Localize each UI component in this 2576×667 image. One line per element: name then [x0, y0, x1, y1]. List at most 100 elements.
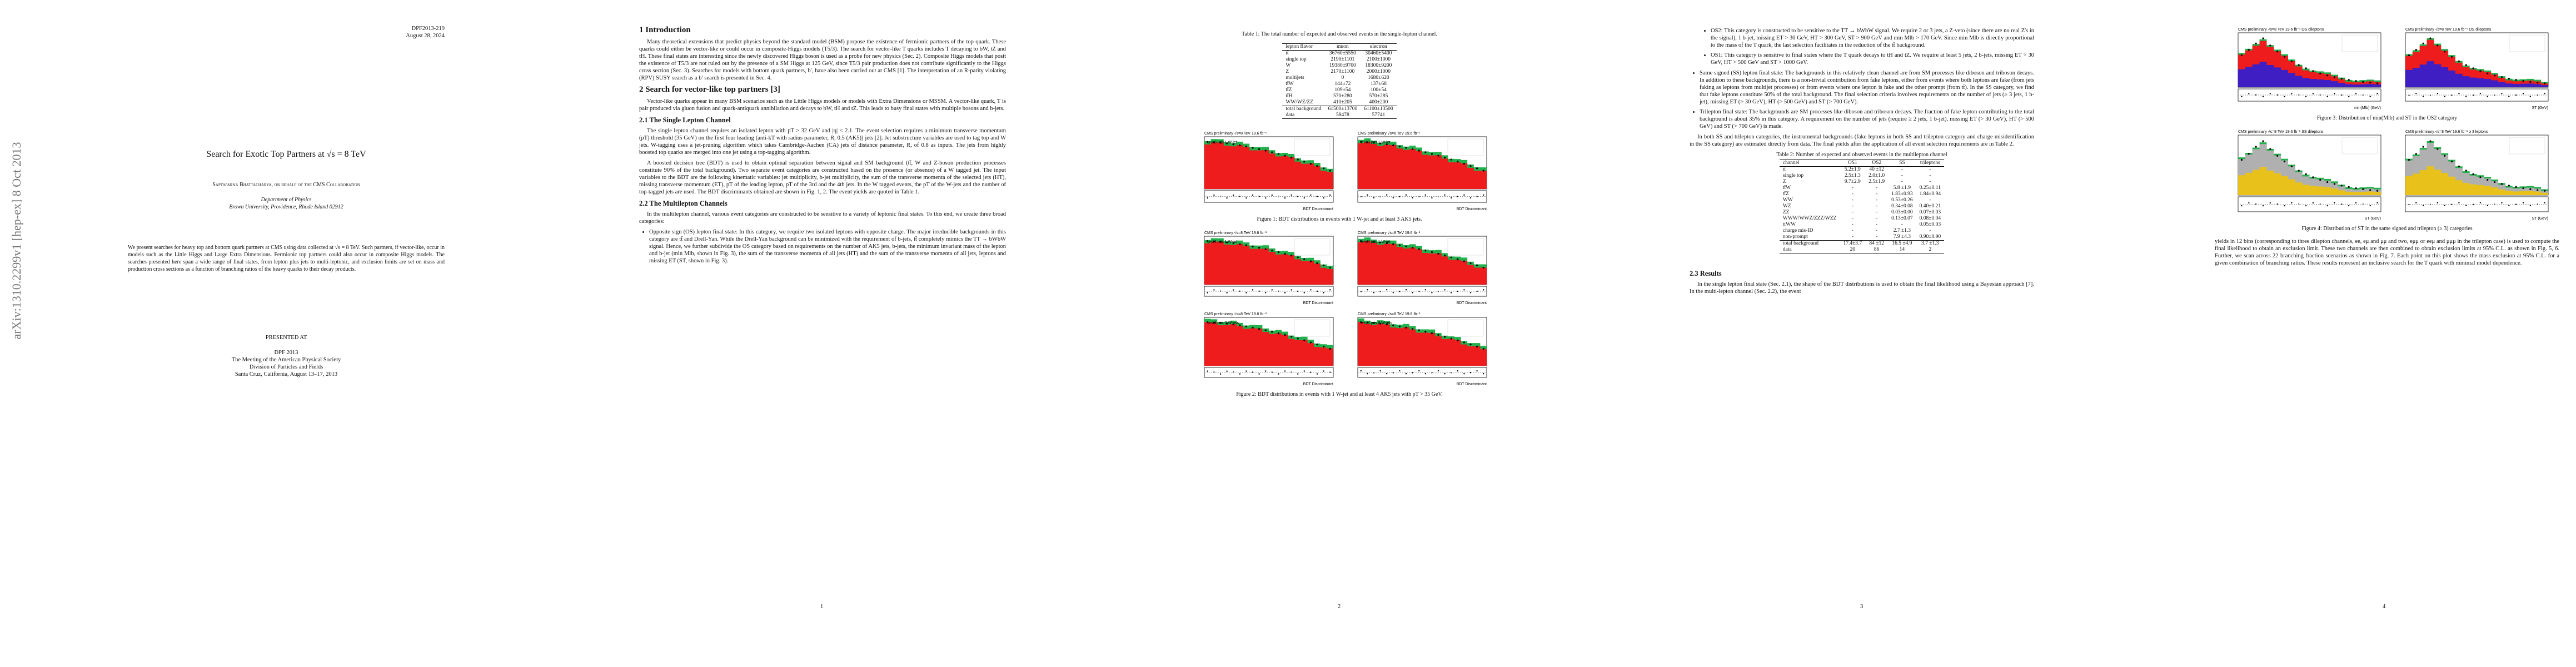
data-point — [1392, 324, 1394, 326]
data-point — [1271, 331, 1273, 333]
ratio-point — [2341, 203, 2343, 205]
data-point — [1309, 163, 1312, 165]
data-point — [2312, 70, 2314, 72]
data-point — [2515, 79, 2517, 81]
plot-header: CMS preliminary √s=8 TeV 19.6 fb⁻¹ OS di… — [2405, 27, 2492, 32]
bullet-list: Opposite sign (OS) lepton final state: I… — [639, 228, 1006, 265]
ratio-point — [2376, 202, 2378, 204]
ratio-point — [1483, 289, 1484, 291]
cell: - — [1876, 234, 1878, 240]
data-point — [1232, 143, 1234, 146]
data-point — [1258, 148, 1260, 150]
cell: 14 — [1888, 247, 1916, 253]
plot-panel: CMS preliminary √s=8 TeV 19.6 fb⁻¹ OS di… — [2405, 27, 2549, 110]
data-point — [2465, 64, 2467, 66]
cell: 40 ±12 — [1869, 167, 1884, 172]
total-row: total background 61500±13700 61100±13500 — [1282, 106, 1397, 112]
total-row: total background 17.4±3.7 84 ±12 16.5 ±4.9 3… — [1779, 240, 1945, 247]
x-axis-label: BDT Discriminant — [1303, 382, 1333, 386]
conference-line: DPF 2013 — [274, 350, 298, 356]
page-3: OS2: This category is constructed to be … — [1690, 25, 2034, 298]
data-point — [1316, 344, 1318, 346]
data-point — [1226, 322, 1228, 325]
ratio-point — [2422, 96, 2424, 97]
ratio-point — [1303, 292, 1305, 293]
data-point — [1360, 141, 1362, 143]
ratio-point — [2326, 96, 2328, 97]
data-point — [1303, 339, 1306, 342]
cell: 20 — [1840, 247, 1866, 253]
cell: single top — [1782, 173, 1804, 178]
arxiv-sidebar: arXiv:1310.2299v1 [hep-ex] 8 Oct 2013 — [9, 142, 23, 340]
cell: 61500±13700 — [1324, 106, 1361, 112]
data-point — [1444, 156, 1446, 159]
data-point — [1252, 245, 1254, 247]
data-point — [2465, 170, 2467, 172]
ratio-point — [1265, 370, 1267, 372]
ratio-point — [2437, 202, 2439, 203]
x-axis-label: ST (GeV) — [2532, 106, 2548, 110]
data-point — [2529, 81, 2532, 83]
data-point — [1277, 251, 1279, 253]
cell: 16.5 ±4.9 — [1888, 240, 1916, 247]
data-point — [1271, 250, 1273, 252]
report-number: DPF2013-219 — [411, 26, 445, 32]
cell: 0.07±0.03 — [1919, 210, 1941, 215]
ratio-point — [1291, 194, 1292, 196]
table-row: single top 2.5±1.3 2.0±1.0 - - — [1780, 173, 1944, 179]
cell: 5.2±1.9 — [1844, 167, 1861, 172]
cell: - — [1851, 185, 1853, 191]
data-point — [2283, 56, 2286, 58]
data-point — [1258, 328, 1260, 330]
ratio-point — [1399, 370, 1401, 372]
table-row: multijets 0 1680±620 — [1282, 75, 1396, 81]
ratio-point — [2241, 205, 2243, 207]
ratio-point — [1252, 194, 1254, 196]
cell: - — [1876, 210, 1878, 215]
ratio-point — [2319, 94, 2321, 96]
ratio-point — [2312, 202, 2314, 204]
data-point — [1379, 241, 1382, 243]
cell: 0.13±0.07 — [1891, 216, 1913, 221]
ratio-point — [2248, 93, 2250, 94]
data-point — [1418, 150, 1420, 152]
bullet: OS1: This category is sensitive to final… — [1711, 52, 2034, 66]
cell: 0.40±0.21 — [1919, 203, 1941, 209]
data-point — [2450, 56, 2453, 58]
data-point — [2487, 178, 2489, 181]
cell: - — [1929, 228, 1931, 233]
ratio-point — [1451, 197, 1452, 199]
data-point — [1463, 260, 1465, 262]
data-point — [1226, 142, 1228, 145]
ratio-point — [1367, 194, 1368, 196]
cell: 0.05±0.03 — [1919, 222, 1941, 227]
ratio-point — [1316, 290, 1318, 292]
cell: - — [1876, 197, 1878, 203]
data-point — [1271, 151, 1273, 153]
ratio-point — [1386, 289, 1388, 291]
ratio-point — [2458, 93, 2460, 94]
table-row: Z 9.7±2.9 2.5±1.9 - - — [1780, 179, 1944, 185]
data-point — [2248, 153, 2250, 155]
data-point — [1437, 334, 1439, 336]
data-point — [2537, 189, 2539, 191]
table-header: channel OS1 OS2 SS trileptons — [1779, 160, 1945, 167]
ratio-point — [2501, 202, 2503, 204]
table-row: tt̄W 144±72 137±68 — [1282, 81, 1396, 87]
page-number: 3 — [1860, 604, 1864, 610]
data-point — [1226, 241, 1228, 243]
cell: - — [1929, 173, 1931, 178]
cell: - — [1851, 216, 1853, 221]
ratio-point — [1213, 194, 1215, 196]
plot-region: e+≥4 jets 0 W-jets — [1361, 321, 1393, 325]
data-point — [1444, 255, 1446, 257]
ratio-point — [2515, 94, 2517, 96]
plot-panel: CMS preliminary √s=8 TeV 19.6 fb⁻¹ μ+≥3 j… — [1204, 131, 1334, 211]
ratio-point — [2262, 205, 2264, 207]
cell: 3.7 ±1.3 — [1916, 240, 1945, 247]
data-point — [1405, 326, 1407, 328]
data-row: data 20 86 14 2 — [1779, 247, 1945, 253]
x-axis-label: min(Mlb) (GeV) — [2354, 106, 2381, 110]
data-point — [2269, 148, 2271, 150]
plot-region: μ+≥4 jets 1 W-jet — [1208, 240, 1237, 244]
